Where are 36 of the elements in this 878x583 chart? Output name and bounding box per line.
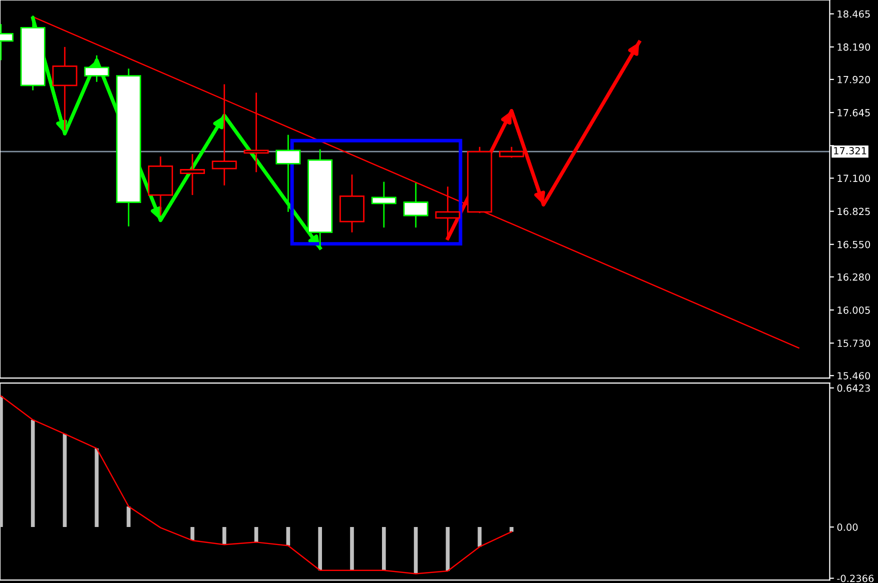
y-tick-label: 16.280 [838, 273, 870, 281]
y-tick-label: 16.005 [838, 306, 870, 314]
candlestick [180, 153, 205, 196]
bar [62, 434, 67, 528]
y-tick-label: 17.645 [838, 109, 870, 116]
bar [30, 420, 35, 528]
y-tick-label: 18.465 [838, 10, 870, 18]
bar [414, 527, 418, 574]
bar [478, 527, 482, 547]
bar [350, 527, 354, 570]
y-tick-label: 15.730 [838, 340, 870, 347]
bar [94, 448, 99, 528]
line-series [0, 395, 512, 574]
bar [446, 527, 450, 571]
bar [0, 396, 3, 528]
bar [222, 527, 226, 545]
bar [318, 527, 322, 570]
bar [190, 527, 194, 540]
y-tick-label: 15.460 [838, 372, 870, 380]
ref-line-label: 17.321 [834, 147, 866, 154]
candlestick [403, 182, 428, 228]
candlestick [276, 134, 301, 213]
y-tick-label: -0.2366 [837, 574, 874, 582]
bar [286, 527, 290, 546]
bar [126, 506, 131, 528]
y-tick-label: 18.190 [838, 43, 870, 51]
bar [382, 527, 386, 570]
y-tick-label: 16.825 [838, 208, 870, 216]
bar [510, 527, 514, 532]
y-tick-label: 17.100 [838, 174, 870, 182]
y-tick-label: 0.6423 [837, 384, 870, 392]
y-tick-label: 17.920 [838, 76, 870, 84]
y-tick-label: 16.550 [838, 240, 870, 248]
candlestick [371, 181, 396, 228]
y-tick-label: 0.00 [837, 524, 858, 531]
candlestick [244, 92, 269, 173]
